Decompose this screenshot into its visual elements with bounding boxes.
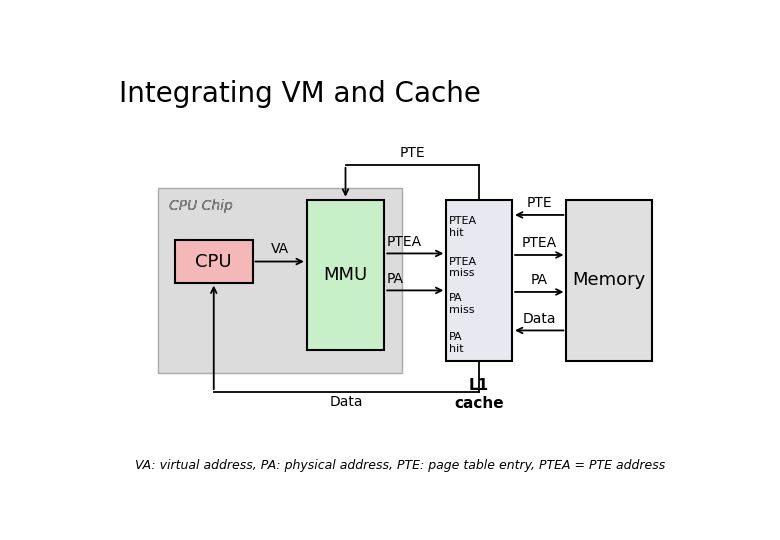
- Text: PA
hit: PA hit: [449, 332, 464, 354]
- Text: Data: Data: [330, 395, 363, 409]
- Bar: [158, 188, 402, 373]
- Text: CPU: CPU: [196, 253, 232, 271]
- Text: VA: VA: [271, 242, 289, 256]
- Text: PA: PA: [387, 272, 403, 286]
- Text: MMU: MMU: [324, 266, 367, 284]
- Bar: [446, 200, 512, 361]
- Text: CPU Chip: CPU Chip: [168, 199, 232, 213]
- Text: PTEA: PTEA: [522, 237, 557, 251]
- Text: CPU Chip: CPU Chip: [168, 199, 232, 213]
- Text: L1
cache: L1 cache: [455, 378, 504, 410]
- Text: Integrating VM and Cache: Integrating VM and Cache: [119, 80, 481, 108]
- Text: VA: virtual address, PA: physical address, PTE: page table entry, PTEA = PTE add: VA: virtual address, PA: physical addres…: [135, 458, 665, 472]
- Text: PTE: PTE: [399, 146, 425, 160]
- Bar: [566, 200, 651, 361]
- Text: PTEA
hit: PTEA hit: [449, 217, 477, 238]
- Bar: [175, 240, 253, 283]
- Text: Data: Data: [523, 312, 556, 326]
- Text: Memory: Memory: [573, 272, 646, 289]
- Text: PTEA
miss: PTEA miss: [449, 256, 477, 278]
- Bar: [307, 200, 385, 350]
- Text: PTE: PTE: [526, 197, 552, 211]
- Text: PA
miss: PA miss: [449, 294, 475, 315]
- Text: PTEA: PTEA: [387, 235, 422, 249]
- Text: PA: PA: [530, 273, 548, 287]
